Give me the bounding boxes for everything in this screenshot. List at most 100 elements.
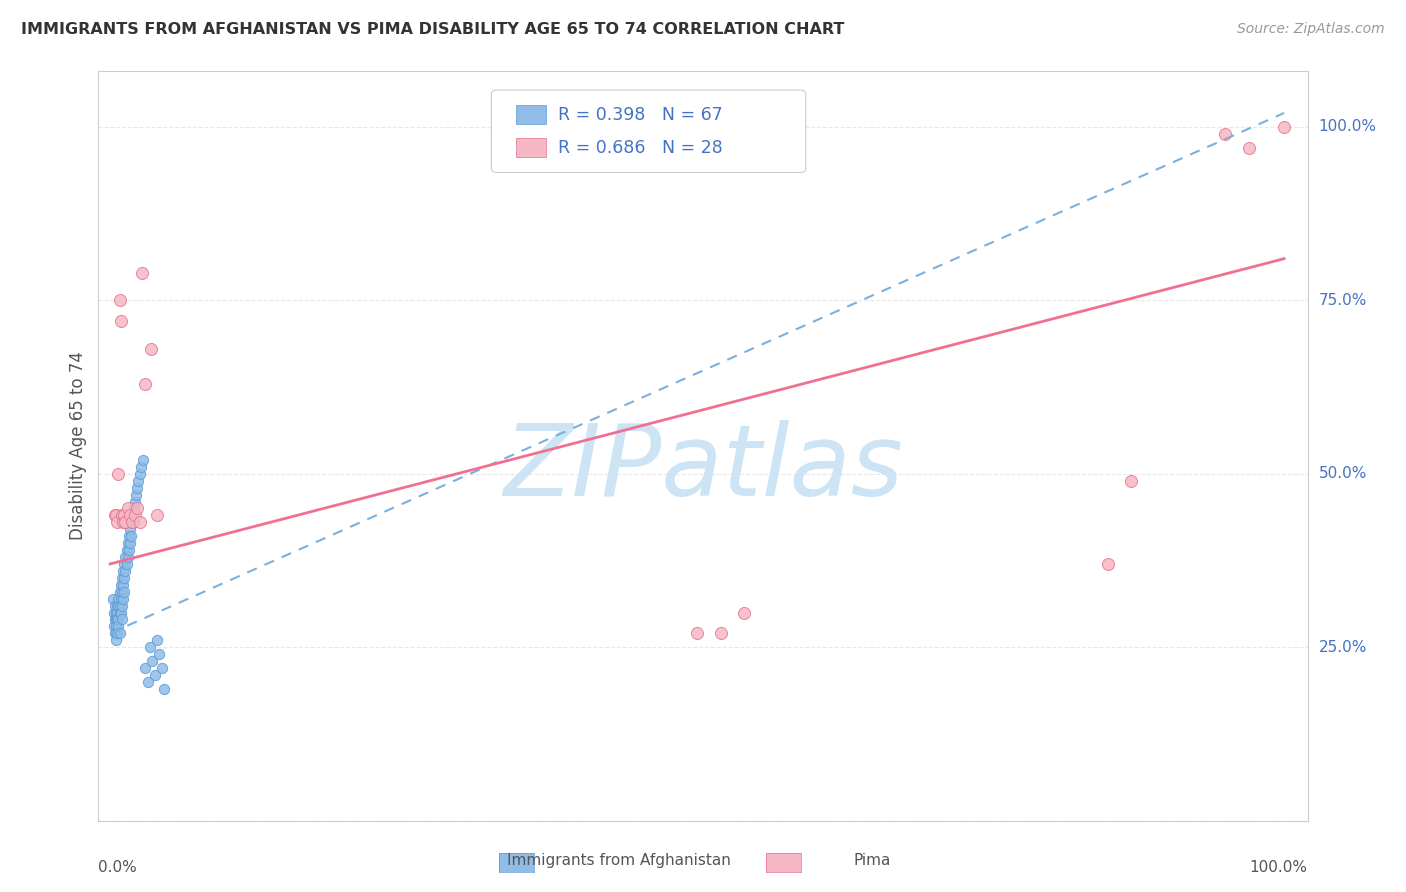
Point (107, 467, 129, 481)
Point (112, 584, 135, 599)
Text: Pima: Pima (853, 854, 890, 868)
Point (143, 668, 166, 682)
Point (107, 591, 129, 606)
Point (112, 557, 135, 571)
Point (117, 536, 139, 550)
Point (111, 571, 134, 585)
Point (118, 529, 141, 543)
Point (124, 494, 146, 508)
Point (146, 508, 169, 523)
Point (112, 591, 135, 606)
Point (122, 501, 145, 516)
Point (107, 612, 129, 626)
Point (107, 599, 129, 613)
FancyBboxPatch shape (492, 90, 806, 172)
Point (110, 578, 132, 592)
Point (114, 564, 136, 578)
Point (733, 606, 755, 620)
Point (111, 584, 134, 599)
Text: Immigrants from Afghanistan: Immigrants from Afghanistan (506, 854, 731, 868)
Point (141, 342, 163, 356)
Point (104, 508, 127, 523)
Text: 0.0%: 0.0% (98, 860, 138, 874)
Point (121, 508, 143, 523)
Point (112, 508, 135, 523)
Point (115, 543, 138, 558)
Point (104, 599, 127, 613)
Point (105, 633, 128, 648)
Point (110, 606, 132, 620)
Point (1272, 120, 1295, 134)
Text: Source: ZipAtlas.com: Source: ZipAtlas.com (1237, 22, 1385, 37)
Point (1121, 474, 1143, 488)
Point (127, 481, 149, 495)
Point (108, 599, 131, 613)
Point (105, 606, 128, 620)
Point (148, 647, 170, 661)
Point (111, 599, 134, 613)
Point (112, 571, 135, 585)
Point (105, 606, 128, 620)
Point (103, 606, 125, 620)
Point (120, 522, 142, 536)
Point (114, 549, 136, 564)
Text: 100.0%: 100.0% (1319, 120, 1376, 135)
Point (105, 599, 128, 613)
Point (117, 549, 139, 564)
Point (115, 557, 138, 571)
Point (108, 606, 131, 620)
Point (1097, 557, 1119, 571)
Point (136, 674, 159, 689)
Point (112, 564, 135, 578)
Point (103, 619, 125, 633)
Point (107, 619, 129, 633)
Point (110, 314, 132, 328)
Point (121, 516, 143, 530)
Point (127, 474, 149, 488)
Point (120, 508, 142, 523)
Point (111, 612, 134, 626)
Point (120, 529, 142, 543)
Text: R = 0.398   N = 67: R = 0.398 N = 67 (558, 106, 723, 124)
Point (105, 619, 128, 633)
Text: 25.0%: 25.0% (1319, 640, 1367, 655)
Point (125, 487, 148, 501)
Point (111, 508, 134, 523)
Point (150, 661, 173, 675)
Text: ZIPatlas: ZIPatlas (503, 420, 903, 517)
Point (129, 459, 152, 474)
Point (141, 654, 163, 668)
Point (108, 626, 131, 640)
Point (686, 626, 709, 640)
Point (114, 516, 136, 530)
Point (128, 467, 150, 481)
Point (105, 612, 128, 626)
Point (104, 612, 127, 626)
Point (101, 591, 124, 606)
Text: R = 0.686   N = 28: R = 0.686 N = 28 (558, 139, 723, 157)
Point (146, 633, 169, 648)
Point (120, 516, 142, 530)
Point (104, 626, 127, 640)
Point (105, 626, 128, 640)
Point (132, 453, 155, 467)
Point (122, 516, 145, 530)
Point (117, 501, 139, 516)
Text: 50.0%: 50.0% (1319, 467, 1367, 482)
Point (110, 591, 132, 606)
Point (120, 536, 142, 550)
Text: 75.0%: 75.0% (1319, 293, 1367, 308)
Point (105, 626, 128, 640)
Point (1237, 141, 1260, 155)
Point (124, 508, 146, 523)
Point (128, 516, 150, 530)
Point (134, 661, 156, 675)
FancyBboxPatch shape (516, 138, 546, 157)
Y-axis label: Disability Age 65 to 74: Disability Age 65 to 74 (69, 351, 87, 541)
Point (105, 516, 128, 530)
Point (1215, 127, 1237, 141)
Point (153, 681, 176, 696)
Text: 100.0%: 100.0% (1250, 860, 1308, 874)
Point (127, 501, 149, 516)
Point (131, 266, 153, 280)
